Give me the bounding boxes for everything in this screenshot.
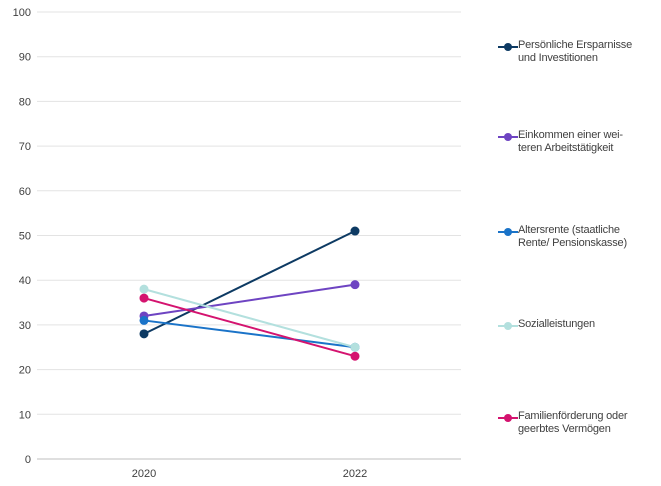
legend-item: Persönliche Ersparnisse und Investitionen xyxy=(498,39,658,65)
series-line-3 xyxy=(143,319,356,349)
legend-label-line: Persönliche Ersparnisse xyxy=(518,39,633,51)
legend-item: Sozialleistungen xyxy=(498,318,658,331)
legend-label: Altersrente (staatliche Rente/ Pensionska… xyxy=(518,224,627,250)
legend-swatch xyxy=(498,227,518,237)
x-tick-label: 2022 xyxy=(343,468,367,480)
y-tick-label: 80 xyxy=(19,96,31,108)
legend-label-line: Einkommen einer wei- xyxy=(518,129,623,141)
y-tick-label: 40 xyxy=(19,275,31,287)
legend-item: Altersrente (staatliche Rente/ Pensionska… xyxy=(498,224,658,250)
series-lines xyxy=(143,230,356,358)
data-point xyxy=(350,351,360,361)
legend-swatch xyxy=(498,42,518,52)
data-point xyxy=(139,329,149,339)
y-tick-label: 30 xyxy=(19,320,31,332)
legend-item: Familienförderung oder geerbtes Vermögen xyxy=(498,410,658,436)
data-point xyxy=(350,342,360,352)
legend-label-line: und Investitionen xyxy=(518,52,598,64)
legend-label-line: Altersrente (staatliche xyxy=(518,224,620,236)
legend-label: Sozialleistungen xyxy=(518,318,595,331)
series-line-2 xyxy=(143,283,356,317)
data-point xyxy=(139,284,149,294)
series-line-5 xyxy=(143,297,356,358)
x-axis-ticks: 2020 2022 xyxy=(132,468,367,480)
y-axis-ticks: 0 10 20 30 40 50 60 70 80 90 100 xyxy=(13,7,31,466)
legend-swatch xyxy=(498,413,518,423)
data-point xyxy=(350,226,360,236)
y-tick-label: 70 xyxy=(19,141,31,153)
legend-label: Einkommen einer wei-teren Arbeitstätigke… xyxy=(518,129,623,155)
y-tick-label: 60 xyxy=(19,186,31,198)
y-tick-label: 0 xyxy=(25,454,31,466)
data-point xyxy=(139,293,149,303)
gridlines xyxy=(37,11,461,460)
data-point xyxy=(139,315,149,325)
y-tick-label: 20 xyxy=(19,365,31,377)
y-tick-label: 100 xyxy=(13,7,31,19)
legend-label: Persönliche Ersparnisse und Investitionen xyxy=(518,39,632,65)
legend-item: Einkommen einer wei-teren Arbeitstätigke… xyxy=(498,129,658,155)
legend-label-line: geerbtes Vermögen xyxy=(518,423,611,435)
series-line-4 xyxy=(143,288,356,349)
legend-swatch xyxy=(498,321,518,331)
legend-label-line: Familienförderung oder xyxy=(518,410,628,422)
y-tick-label: 10 xyxy=(19,409,31,421)
legend-label-line: teren Arbeitstätigkeit xyxy=(518,142,614,154)
legend-label-line: Sozialleistungen xyxy=(518,318,595,330)
y-tick-label: 90 xyxy=(19,52,31,64)
legend-label: Familienförderung oder geerbtes Vermögen xyxy=(518,410,628,436)
x-tick-label: 2020 xyxy=(132,468,156,480)
legend-swatch xyxy=(498,132,518,142)
y-tick-label: 50 xyxy=(19,231,31,243)
series-points xyxy=(139,226,360,361)
legend-label-line: Rente/ Pensionskasse) xyxy=(518,237,627,249)
data-point xyxy=(350,280,360,290)
series-line-1 xyxy=(143,230,356,335)
